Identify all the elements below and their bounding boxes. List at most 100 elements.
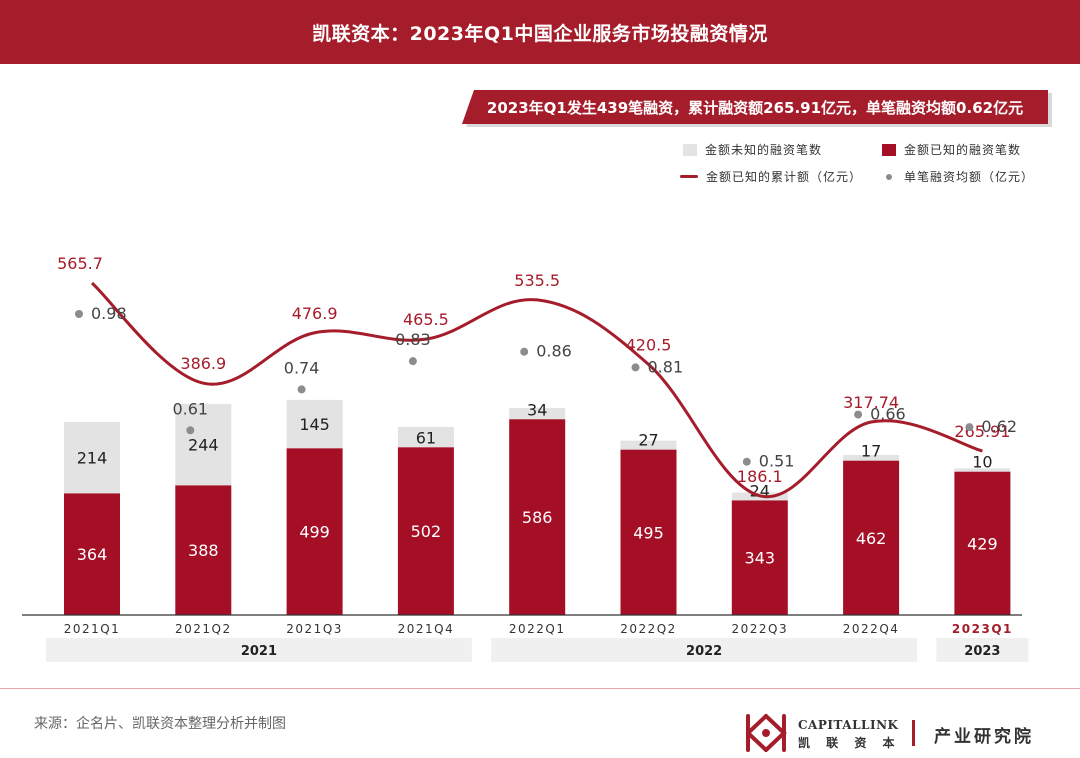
institute-name: 产业研究院 <box>934 727 1034 747</box>
label-unknown-2022Q2: 27 <box>638 431 658 450</box>
avg-label-2021Q2: 0.61 <box>172 399 208 418</box>
legend-item-average: 单笔融资均额（亿元） <box>886 168 1034 185</box>
brand-name-cn: 凯 联 资 本 <box>798 736 901 750</box>
line-label-2021Q3: 476.9 <box>292 304 338 323</box>
legend-swatch-unknown <box>683 143 697 156</box>
cumulative-line <box>90 281 983 499</box>
label-known-2022Q4: 462 <box>856 529 887 548</box>
year-band-2021 <box>46 638 472 662</box>
label-known-2023Q1: 429 <box>967 534 998 553</box>
investment-chart: 2021 2022 2023 364 214 2021Q1 388 244 2021Q2 499 1… <box>22 254 1029 662</box>
line-label-2022Q1: 535.5 <box>514 271 560 290</box>
avg-dot-2021Q2 <box>186 426 195 435</box>
brand-name-en: CAPITALLINK <box>798 718 899 732</box>
logo-divider <box>912 720 915 746</box>
avg-dot-2021Q1 <box>75 310 83 318</box>
year-band-2022 <box>491 638 918 662</box>
bar-unknown-2022Q2 <box>620 440 677 450</box>
avg-dot-2022Q1 <box>520 347 529 356</box>
x-tick-2023Q1: 2023Q1 <box>952 622 1013 636</box>
line-label-2022Q2: 420.5 <box>626 335 672 354</box>
summary-banner: 2023年Q1发生439笔融资，累计融资额265.91亿元，单笔融资均额0.62… <box>462 90 1048 124</box>
label-unknown-2021Q3: 145 <box>299 415 330 434</box>
label-unknown-2021Q2: 244 <box>188 436 219 455</box>
capitallink-logo-icon <box>746 714 787 752</box>
bar-known-2022Q3 <box>731 500 788 615</box>
legend-swatch-dot <box>886 173 892 180</box>
line-label-2021Q4: 465.5 <box>403 310 449 329</box>
source-note: 来源：企名片、凯联资本整理分析并制图 <box>34 716 286 732</box>
bar-unknown-2023Q1 <box>954 468 1011 472</box>
capitallink-logo: CAPITALLINK 凯 联 资 本 产业研究院 <box>742 708 1052 756</box>
bar-known-2022Q2 <box>620 449 677 615</box>
label-unknown-2021Q4: 61 <box>416 428 436 447</box>
bar-known-2021Q1 <box>64 493 120 615</box>
x-tick-2022Q4: 2022Q4 <box>843 622 900 636</box>
avg-dot-2021Q3 <box>297 385 306 394</box>
avg-dot-2022Q4 <box>854 410 863 419</box>
avg-dot-2022Q3 <box>742 457 751 466</box>
bar-unknown-2022Q1 <box>509 407 566 420</box>
avg-label-2023Q1: 0.62 <box>981 417 1017 436</box>
avg-label-2021Q3: 0.74 <box>284 358 320 377</box>
x-tick-2021Q3: 2021Q3 <box>286 622 343 636</box>
legend-item-cumulative: 金额已知的累计额（亿元） <box>680 168 862 185</box>
year-label-2022: 2022 <box>686 644 722 659</box>
avg-dot-2022Q2 <box>631 363 640 372</box>
x-tick-2021Q1: 2021Q1 <box>64 622 121 636</box>
legend-label-unknown: 金额未知的融资笔数 <box>705 143 823 157</box>
line-label-2022Q3: 186.1 <box>737 467 783 486</box>
label-known-2021Q3: 499 <box>299 523 330 542</box>
summary-banner-text: 2023年Q1发生439笔融资，累计融资额265.91亿元，单笔融资均额0.62… <box>486 98 1024 117</box>
footer-divider <box>0 688 1080 689</box>
bar-known-2022Q4 <box>843 460 900 615</box>
year-label-2023: 2023 <box>964 644 1000 659</box>
avg-dot-2021Q4 <box>408 357 417 366</box>
label-known-2021Q4: 502 <box>411 522 442 541</box>
bar-known-2023Q1 <box>954 471 1011 615</box>
bar-unknown-2022Q4 <box>843 455 900 461</box>
avg-label-2021Q1: 0.98 <box>91 304 127 323</box>
label-unknown-2023Q1: 10 <box>972 453 992 472</box>
line-label-2021Q2: 386.9 <box>180 354 226 373</box>
x-tick-2021Q4: 2021Q4 <box>398 622 455 636</box>
year-band-2023 <box>936 638 1029 662</box>
avg-label-2022Q4: 0.66 <box>870 405 906 424</box>
line-label-2021Q1: 565.7 <box>57 254 103 273</box>
avg-label-2022Q3: 0.51 <box>759 452 795 471</box>
legend-label-average: 单笔融资均额（亿元） <box>904 170 1035 184</box>
label-known-2022Q1: 586 <box>522 508 553 527</box>
page-header: 凯联资本：2023年Q1中国企业服务市场投融资情况 <box>0 0 1080 64</box>
avg-label-2022Q2: 0.81 <box>648 357 684 376</box>
bar-unknown-2021Q2 <box>175 403 232 486</box>
year-label-2021: 2021 <box>241 644 277 659</box>
line-label-2022Q4: 317.74 <box>843 393 899 412</box>
bar-known-2021Q2 <box>175 485 232 615</box>
bar-known-2021Q3 <box>286 448 343 615</box>
bar-unknown-2021Q1 <box>64 421 120 494</box>
page-title: 凯联资本：2023年Q1中国企业服务市场投融资情况 <box>312 22 768 45</box>
legend-label-known: 金额已知的融资笔数 <box>904 143 1022 157</box>
legend-label-cumulative: 金额已知的累计额（亿元） <box>706 170 863 184</box>
label-unknown-2021Q1: 214 <box>77 449 108 468</box>
label-known-2022Q2: 495 <box>633 523 664 542</box>
x-tick-2022Q3: 2022Q3 <box>731 622 788 636</box>
avg-label-2022Q1: 0.86 <box>536 342 572 361</box>
label-unknown-2022Q4: 17 <box>861 442 881 461</box>
bar-known-2021Q4 <box>397 447 454 615</box>
label-known-2021Q2: 388 <box>188 541 219 560</box>
avg-dot-2023Q1 <box>965 423 974 432</box>
x-tick-2022Q2: 2022Q2 <box>620 622 677 636</box>
legend-item-unknown-count: 金额未知的融资笔数 <box>683 141 822 158</box>
x-tick-2022Q1: 2022Q1 <box>509 622 566 636</box>
legend-item-known-count: 金额已知的融资笔数 <box>882 141 1021 158</box>
bar-known-2022Q1 <box>509 419 566 615</box>
bar-unknown-2021Q3 <box>286 399 343 449</box>
label-known-2021Q1: 364 <box>77 545 108 564</box>
bar-unknown-2021Q4 <box>397 426 454 448</box>
x-tick-2021Q2: 2021Q2 <box>175 622 232 636</box>
legend-swatch-line <box>680 175 698 178</box>
avg-label-2021Q4: 0.83 <box>395 330 431 349</box>
legend-swatch-known <box>882 143 896 156</box>
label-unknown-2022Q1: 34 <box>527 400 547 419</box>
